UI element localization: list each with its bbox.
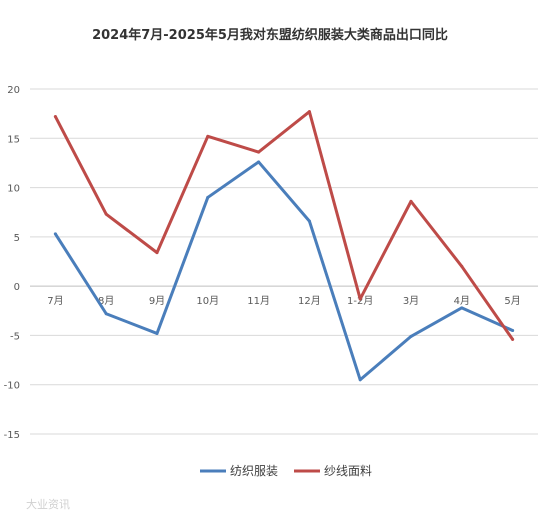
y-tick-label: -5 xyxy=(10,331,20,342)
x-tick-label: 9月 xyxy=(149,295,165,307)
y-tick-label: 15 xyxy=(7,134,20,145)
watermark: 大业资讯 xyxy=(26,497,70,511)
data-point xyxy=(53,115,57,119)
data-point xyxy=(358,297,362,301)
data-point xyxy=(257,150,261,154)
x-tick-label: 7月 xyxy=(47,295,63,307)
gridlines xyxy=(30,88,538,435)
data-point xyxy=(358,378,362,382)
data-point xyxy=(155,331,159,335)
series-lines xyxy=(53,110,515,382)
series-line-0 xyxy=(53,160,515,382)
x-tick-label: 11月 xyxy=(247,295,270,307)
data-point xyxy=(511,329,515,332)
y-tick-label: 0 xyxy=(14,282,20,293)
x-axis-ticks: 7月 8月 9月 10月 11月 12月 1-2月 3月 4月 5月 xyxy=(47,295,521,307)
legend-label-textile-apparel: 纺织服装 xyxy=(230,464,278,478)
x-tick-label: 10月 xyxy=(196,295,219,307)
data-point xyxy=(104,312,108,316)
data-point xyxy=(460,306,464,310)
y-tick-label: 20 xyxy=(7,85,20,96)
legend-label-yarn-fabric: 纱线面料 xyxy=(324,464,372,478)
y-axis-ticks: 20 15 10 5 0 -5 -10 -15 xyxy=(4,85,20,441)
y-tick-label: -10 xyxy=(4,381,20,392)
x-tick-label: 3月 xyxy=(403,295,419,307)
data-point xyxy=(307,110,311,114)
y-tick-label: 10 xyxy=(7,184,20,195)
data-point xyxy=(257,160,261,164)
data-point xyxy=(206,195,210,199)
data-point xyxy=(206,134,210,138)
y-tick-label: -15 xyxy=(4,430,20,441)
data-point xyxy=(155,251,159,255)
data-point xyxy=(53,232,57,236)
x-tick-label: 12月 xyxy=(298,295,321,307)
x-tick-label: 4月 xyxy=(454,295,470,307)
data-point xyxy=(460,264,464,268)
data-point xyxy=(104,212,108,216)
data-point xyxy=(409,334,413,338)
series-line-1 xyxy=(53,110,515,341)
x-tick-label: 1-2月 xyxy=(347,295,373,307)
x-tick-label: 8月 xyxy=(98,295,114,307)
y-tick-label: 5 xyxy=(14,233,20,244)
data-point xyxy=(511,337,515,341)
chart-title: 2024年7月-2025年5月我对东盟纺织服装大类商品出口同比 xyxy=(92,27,448,43)
data-point xyxy=(307,219,311,223)
x-tick-label: 5月 xyxy=(504,295,520,307)
legend: 纺织服装 纱线面料 xyxy=(200,464,372,478)
data-point xyxy=(409,199,413,203)
